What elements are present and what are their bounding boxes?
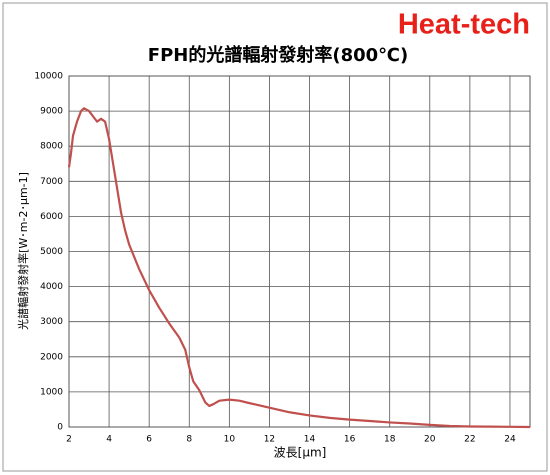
plot-border [68,75,531,428]
y-tick-label: 8000 [40,142,63,152]
brand: Heat-tech [398,9,530,41]
data-line [67,107,531,429]
x-axis-label: 波長[μm] [274,446,327,460]
x-tick-label: 18 [384,435,396,445]
y-tick-label: 6000 [40,212,63,222]
y-tick-label: 7000 [40,177,63,187]
y-tick-label: 5000 [40,247,63,257]
y-tick-label: 1000 [40,387,63,397]
x-tick-label: 20 [424,435,436,445]
x-tick-label: 14 [304,435,316,445]
y-tick-label: 2000 [40,352,63,362]
y-axis-label: 光譜輻射發射率[W･m-2･μm-1] [16,172,30,330]
y-tick-label: 9000 [40,107,63,117]
y-tick-label: 4000 [40,282,63,292]
x-tick-label: 22 [464,435,475,445]
chart-title: FPH的光譜輻射發射率(800℃) [148,44,408,66]
x-tick-label: 16 [344,435,356,445]
y-tick-label: 0 [57,423,63,433]
y-tick-label: 3000 [40,317,63,327]
y-tick-label: 10000 [34,72,63,82]
x-tick-label: 10 [224,435,236,445]
x-tick-label: 24 [504,435,516,445]
x-tick-label: 12 [264,435,275,445]
x-tick-label: 4 [106,435,112,445]
x-tick-label: 6 [146,435,152,445]
x-tick-label: 2 [66,435,72,445]
x-tick-label: 8 [186,435,192,445]
